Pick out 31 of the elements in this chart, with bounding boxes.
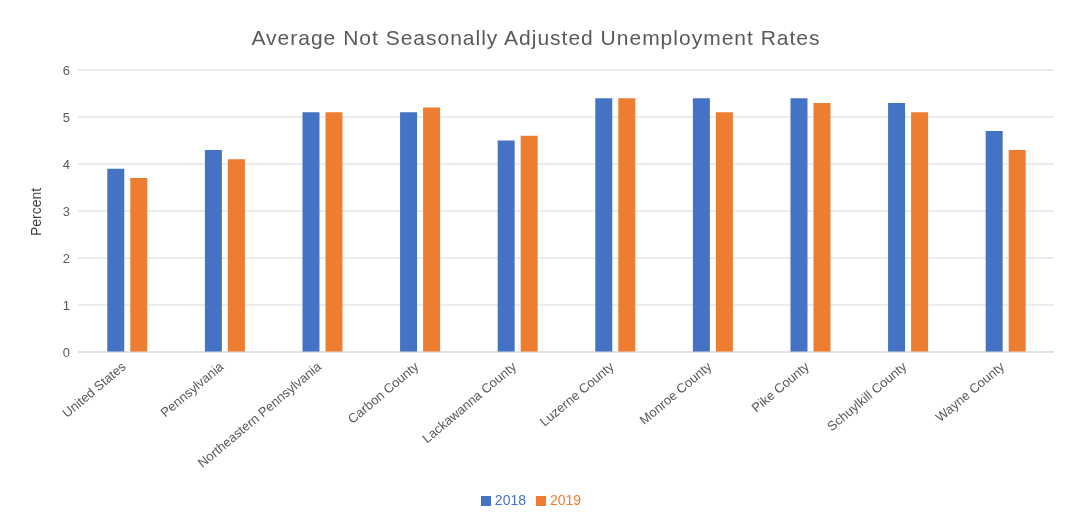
bar xyxy=(595,98,613,352)
bar xyxy=(911,112,929,352)
bar xyxy=(400,112,418,352)
y-tick-label: 0 xyxy=(62,344,70,360)
bar xyxy=(790,98,808,352)
bar xyxy=(497,140,515,352)
bar xyxy=(1008,149,1026,352)
y-tick-label: 5 xyxy=(62,109,70,125)
bar xyxy=(618,98,636,352)
y-tick-label: 3 xyxy=(62,203,70,219)
bar xyxy=(813,102,831,352)
bar xyxy=(227,159,245,352)
bar xyxy=(325,112,343,352)
y-tick-label: 2 xyxy=(62,250,70,266)
y-tick-label: 4 xyxy=(62,156,70,172)
chart-title: Average Not Seasonally Adjusted Unemployment Rates xyxy=(250,25,822,51)
legend-label: 2019 xyxy=(550,492,582,508)
bar xyxy=(715,112,733,352)
y-tick-label: 1 xyxy=(62,297,70,313)
bar xyxy=(692,98,710,352)
y-tick-label: 6 xyxy=(62,62,70,78)
bar xyxy=(130,178,148,352)
bar xyxy=(302,112,320,352)
legend-label: 2018 xyxy=(494,492,526,508)
bar xyxy=(888,102,906,352)
bar xyxy=(204,149,222,352)
bar xyxy=(107,168,125,352)
bar xyxy=(520,135,538,352)
bar xyxy=(423,107,441,352)
bar xyxy=(985,131,1003,352)
y-axis-title: Percent xyxy=(27,187,44,236)
